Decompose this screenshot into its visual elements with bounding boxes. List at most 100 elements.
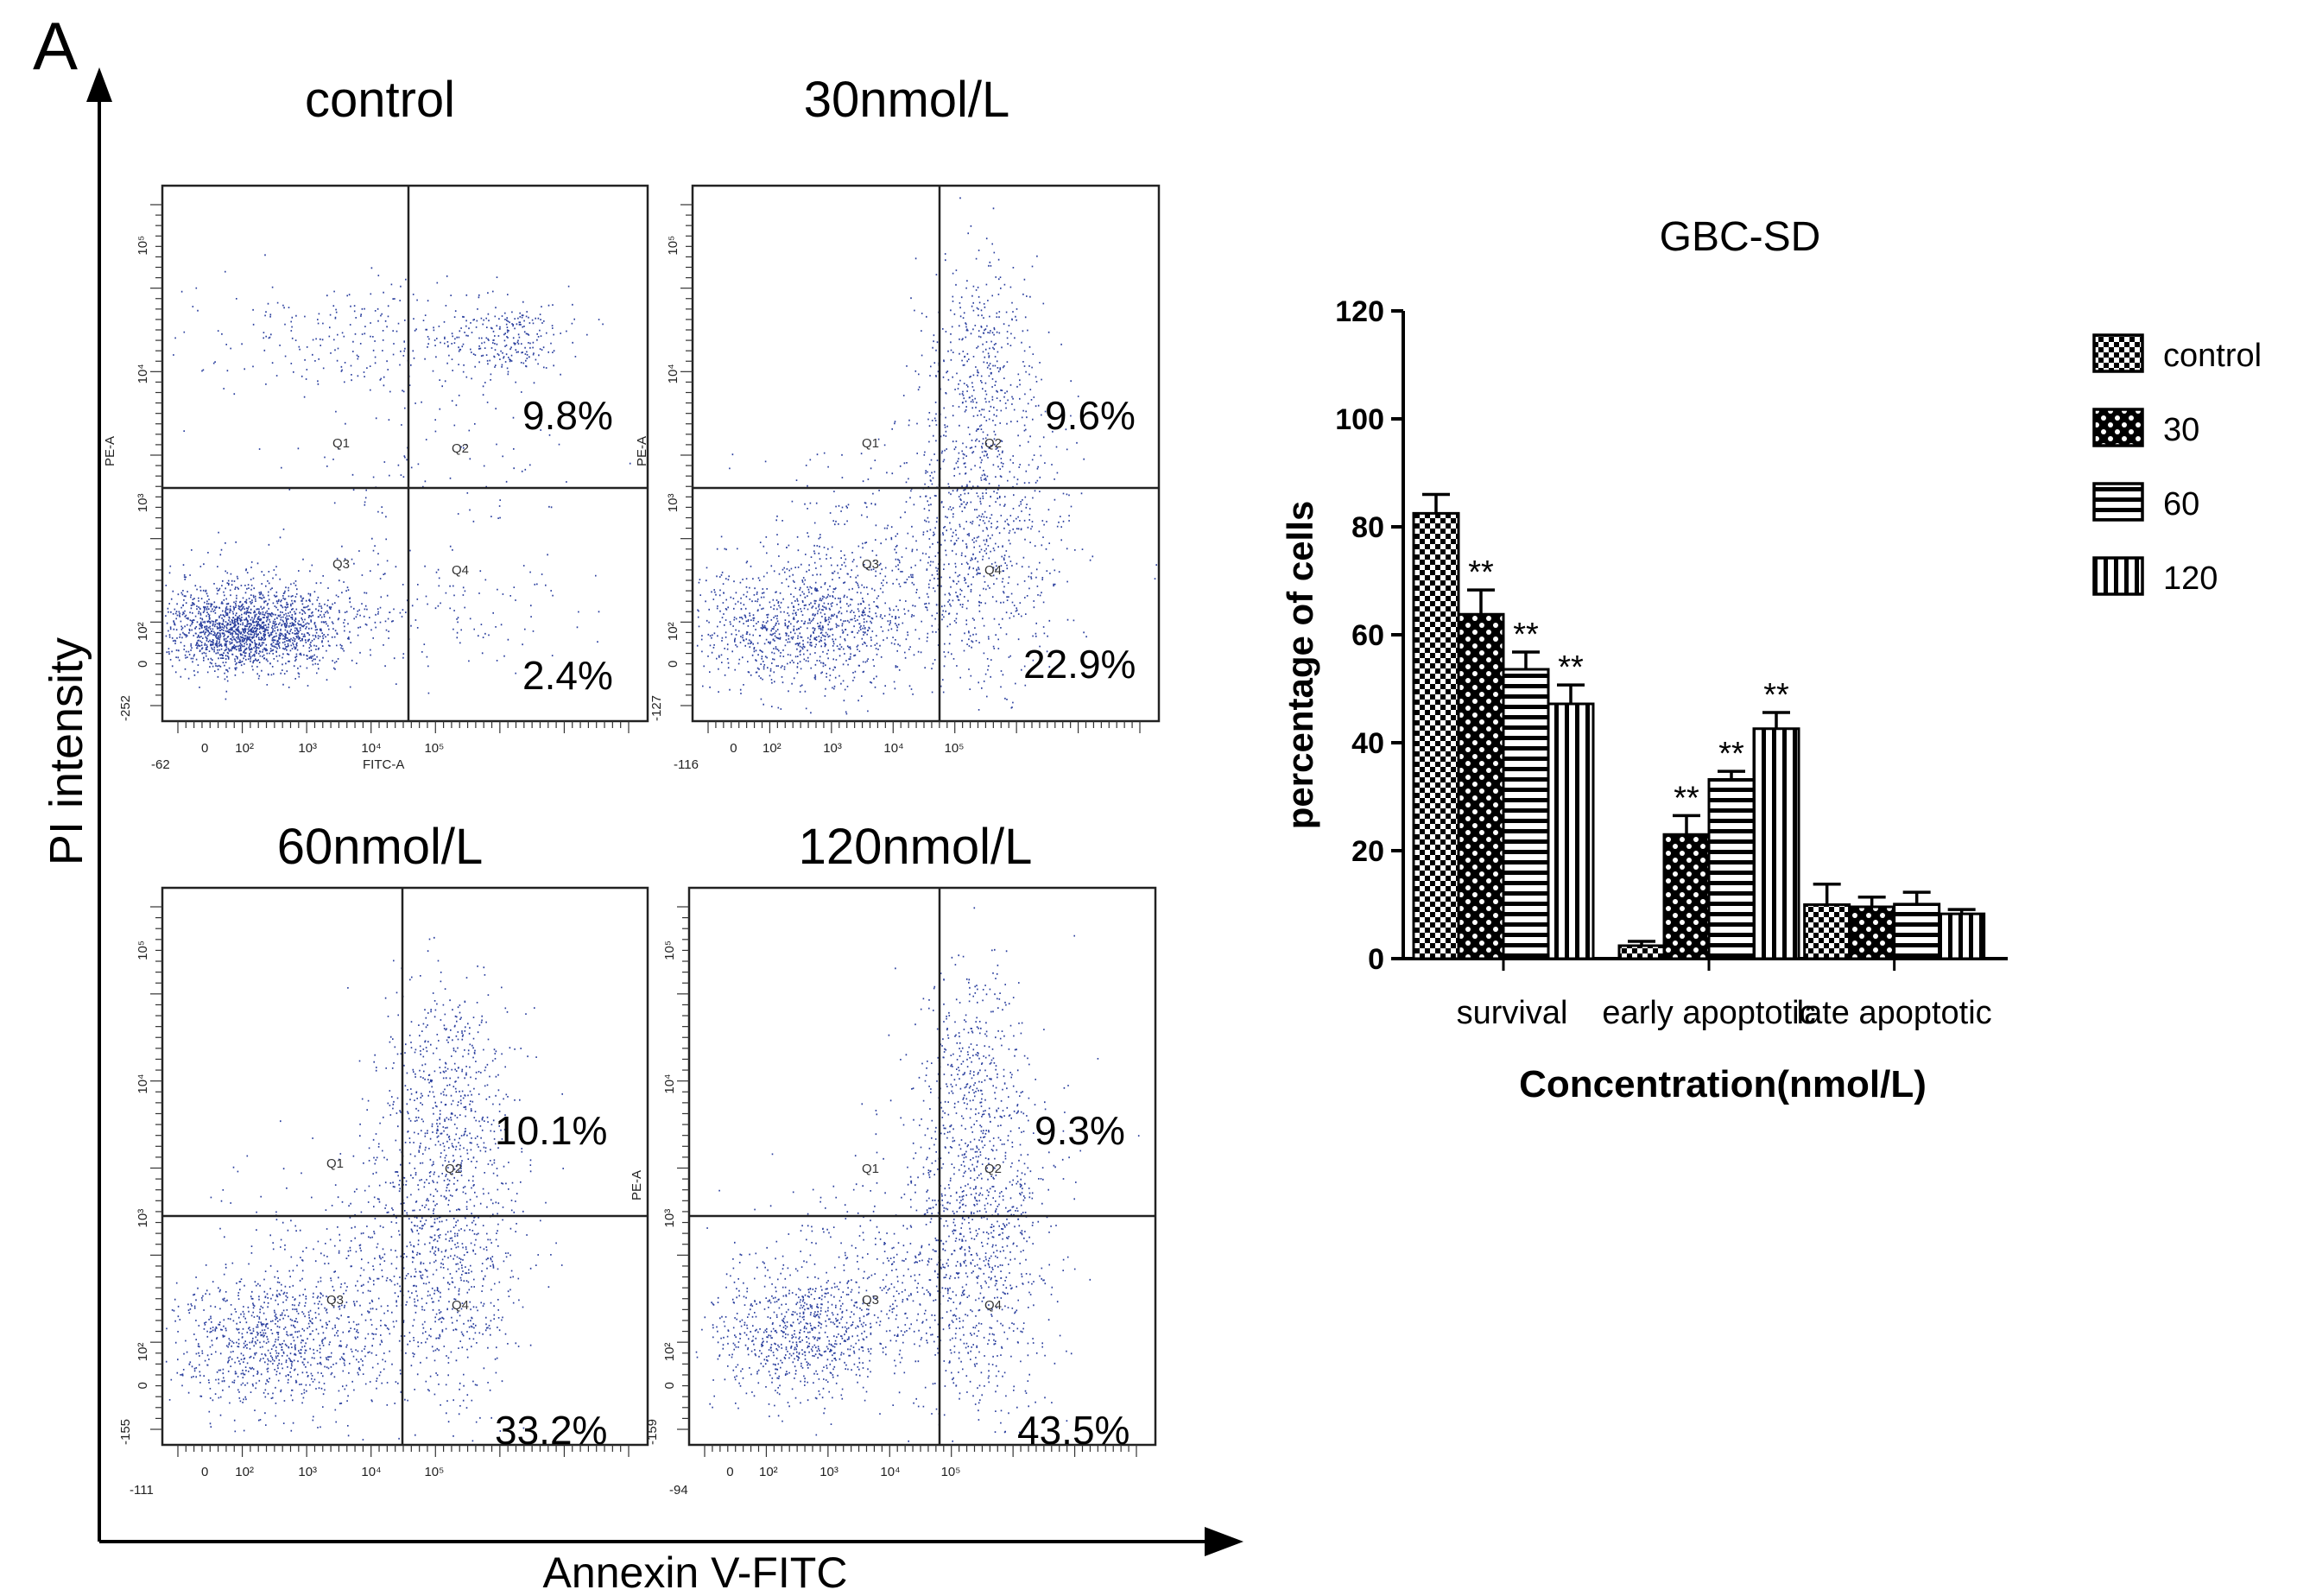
x-tick-label: 10² <box>235 741 254 756</box>
y-tick-label: 10⁴ <box>666 364 680 383</box>
x-tick-label: 10⁵ <box>945 741 965 756</box>
y-tick-label: 100 <box>1335 403 1384 436</box>
flow-panel-120nmol: 120nmol/L Q1 Q2 Q3 Q4 9.3% 43.5% -159 -9… <box>630 819 1157 1498</box>
x-axis-min-label: -111 <box>130 1483 154 1498</box>
quadrant-label-q2: Q2 <box>984 436 1002 451</box>
x-axis-channel-label: FITC-A <box>363 757 404 772</box>
flow-panel-60nmol: 60nmol/L Q1 Q2 Q3 Q4 10.1% 33.2% -155 -1… <box>118 819 649 1498</box>
figure-axes <box>86 67 1243 1556</box>
y-axis-min-label: -155 <box>118 1419 133 1445</box>
bar <box>1412 511 1460 960</box>
figure-y-arrowhead <box>86 67 112 102</box>
y-tick-label: 10² <box>662 1343 677 1362</box>
legend-swatch <box>2092 333 2144 373</box>
figure-xlabel: Annexin V-FITC <box>543 1548 848 1596</box>
flow-panel-title: 30nmol/L <box>804 72 1010 128</box>
x-axis-min-label: -94 <box>669 1483 688 1498</box>
figure-ylabel: PI intensity <box>41 637 92 865</box>
chart-title: GBC-SD <box>1660 214 1821 260</box>
flow-scatter-points <box>165 936 564 1442</box>
y-tick-label: 0 <box>136 661 150 668</box>
y-tick-label: 10⁵ <box>662 940 677 960</box>
x-tick-label: 0 <box>730 741 737 756</box>
y-tick-label: 10⁵ <box>136 940 150 960</box>
y-tick-label: 10⁵ <box>666 236 680 256</box>
flow-scatter-points <box>696 197 1157 715</box>
y-tick-label: 120 <box>1335 295 1384 328</box>
y-tick-label: 20 <box>1351 835 1384 868</box>
flow-panel-title: control <box>305 72 455 128</box>
legend-label: 60 <box>2163 486 2199 522</box>
category-label: late apoptotic <box>1797 995 1992 1031</box>
quadrant-label-q1: Q1 <box>326 1156 344 1171</box>
y-tick-label: 0 <box>136 1382 150 1389</box>
y-tick-label: 10³ <box>662 1209 677 1228</box>
scatter-events <box>165 936 564 1442</box>
y-tick-label: 10³ <box>136 494 150 513</box>
quadrant-label-q1: Q1 <box>332 436 350 451</box>
bar <box>1752 727 1800 960</box>
flow-panel-title: 60nmol/L <box>277 819 484 875</box>
y-axis-channel-label: PE-A <box>630 1170 644 1200</box>
x-tick-label: 10³ <box>298 1465 317 1479</box>
y-tick-label: 0 <box>662 1382 677 1389</box>
x-tick-label: 10⁴ <box>880 1465 900 1479</box>
x-axis-min-label: -116 <box>674 757 699 772</box>
significance-marker: ** <box>1674 780 1699 816</box>
legend-swatch <box>2092 408 2144 447</box>
quadrant-label-q2: Q2 <box>452 441 469 456</box>
flow-plot-frame <box>161 184 649 723</box>
quadrant-label-q4: Q4 <box>452 1298 469 1313</box>
quadrant-label-q3: Q3 <box>326 1293 344 1308</box>
quadrant-label-q3: Q3 <box>862 1293 879 1308</box>
scatter-events <box>696 197 1157 715</box>
legend-label: 120 <box>2163 560 2218 597</box>
significance-marker: ** <box>1718 736 1744 772</box>
y-tick-label: 80 <box>1351 511 1384 544</box>
legend: control 30 60 120 <box>2092 333 2262 597</box>
upper-right-percent: 10.1% <box>495 1108 607 1153</box>
quadrant-label-q2: Q2 <box>984 1162 1002 1176</box>
legend-swatch <box>2092 556 2144 596</box>
y-axis-min-label: -159 <box>645 1419 660 1445</box>
legend-label: 30 <box>2163 412 2199 448</box>
x-tick-label: 10⁵ <box>424 741 444 756</box>
x-tick-label: 10⁴ <box>361 1465 381 1479</box>
x-tick-label: 10² <box>235 1465 254 1479</box>
significance-marker: ** <box>1513 617 1539 653</box>
x-tick-label: 10² <box>763 741 781 756</box>
upper-right-percent: 9.3% <box>1035 1108 1125 1153</box>
y-tick-label: 60 <box>1351 619 1384 652</box>
quadrant-label-q3: Q3 <box>332 557 350 572</box>
x-tick-label: 0 <box>201 1465 208 1479</box>
category-label: survival <box>1457 995 1568 1031</box>
x-tick-label: 10⁵ <box>424 1465 444 1479</box>
x-tick-label: 10³ <box>298 741 317 756</box>
y-axis-channel-label: PE-A <box>103 436 117 466</box>
flow-plot-frame <box>691 184 1161 723</box>
flow-panel-30nmol: 30nmol/L Q1 Q2 Q3 Q4 9.6% 22.9% -127 -11… <box>635 72 1161 772</box>
y-tick-label: 0 <box>1368 943 1384 976</box>
y-tick-label: 10⁴ <box>136 364 150 383</box>
y-axis-min-label: -127 <box>649 695 664 721</box>
flow-panels: control Q1 Q2 Q3 Q4 9.8% 2.4% -252 -62 P… <box>103 72 1161 1498</box>
upper-right-percent: 9.8% <box>522 393 613 438</box>
scatter-events <box>165 254 631 700</box>
flow-plot-frame <box>161 886 649 1447</box>
quadrant-label-q4: Q4 <box>984 1298 1002 1313</box>
y-tick-label: 10² <box>666 622 680 641</box>
bar <box>1547 702 1595 960</box>
y-tick-label: 10⁵ <box>136 236 150 256</box>
legend-label: control <box>2163 338 2262 374</box>
bar <box>1707 778 1756 960</box>
quadrant-label-q3: Q3 <box>862 557 879 572</box>
bars-layer: 0 20 40 60 80 100 120 survival ** ** ** early apopt… <box>1335 295 2008 1031</box>
x-tick-label: 10⁴ <box>883 741 903 756</box>
y-axis-channel-label: PE-A <box>635 436 649 466</box>
legend-swatch <box>2092 482 2144 522</box>
x-tick-label: 10⁴ <box>361 741 381 756</box>
upper-right-percent: 9.6% <box>1045 393 1136 438</box>
significance-marker: ** <box>1763 677 1789 713</box>
significance-marker: ** <box>1558 649 1584 686</box>
